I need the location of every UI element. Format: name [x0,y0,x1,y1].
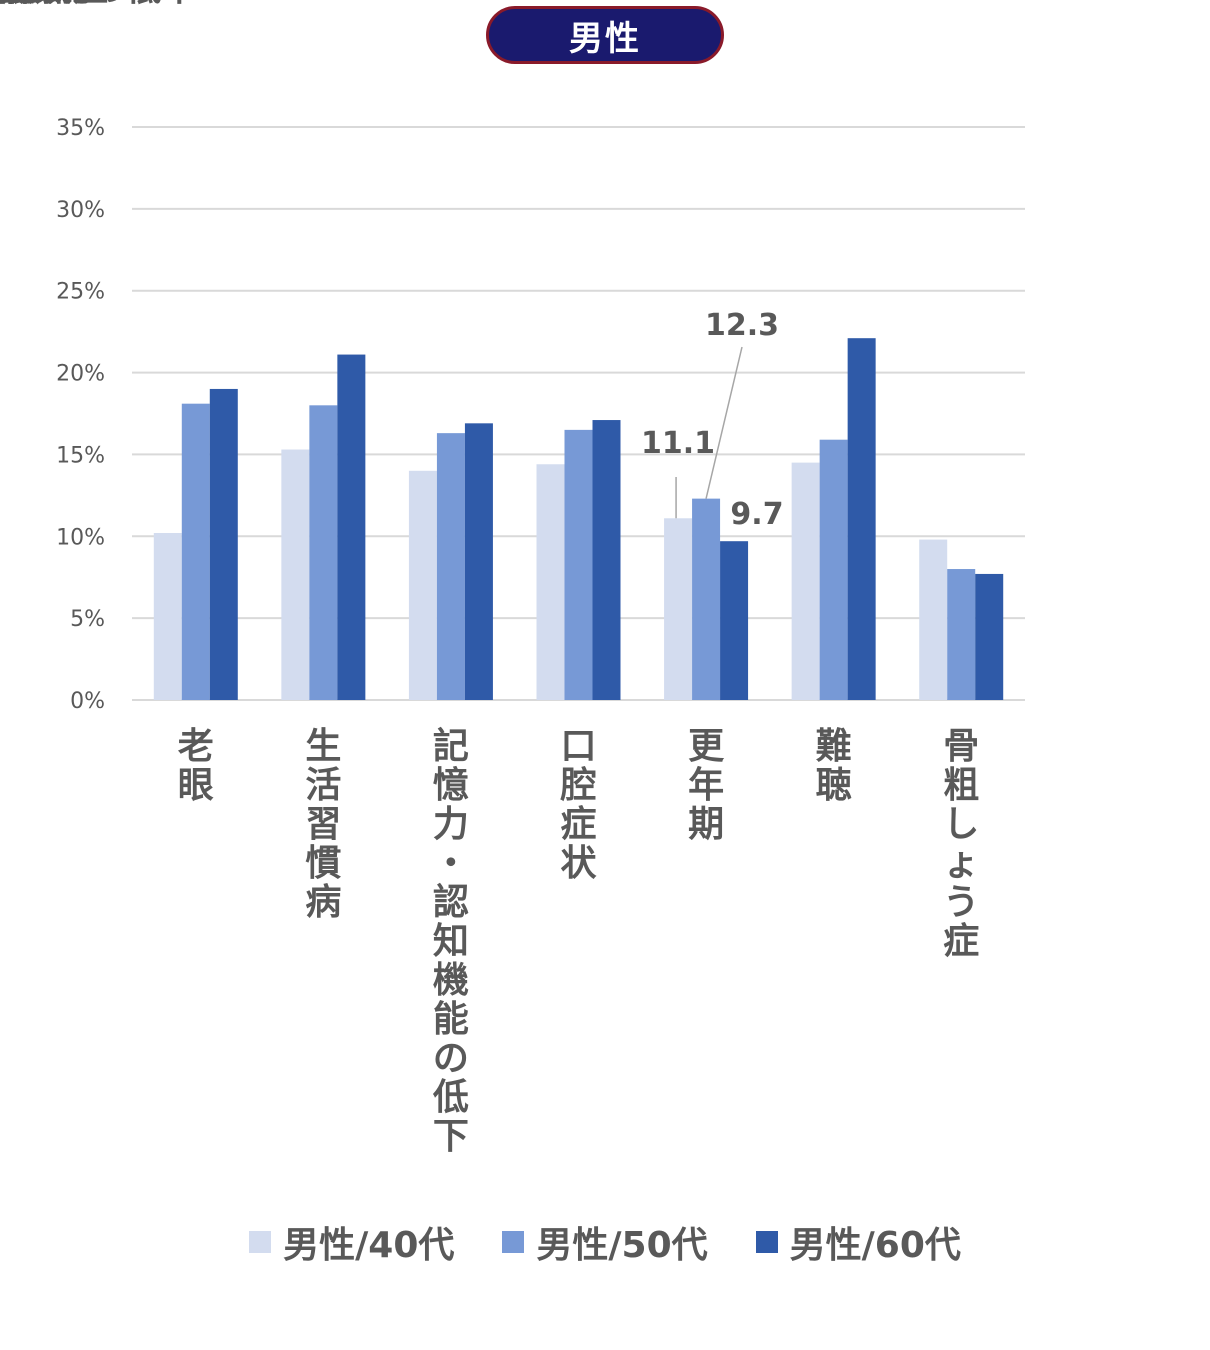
bar [408,470,437,700]
leader-line [705,346,743,499]
y-tick-label: 35% [56,116,105,141]
bar [337,354,366,700]
bar [281,449,310,700]
legend-label: 男性/40代 [283,1225,455,1266]
bar [464,423,493,700]
bar [947,569,976,700]
y-tick-label: 20% [56,362,105,387]
y-tick-label: 30% [56,198,105,223]
y-axis-ticks: 0% 5% 10% 15% 20% 25% 30% 35% [56,116,105,714]
bar [181,403,210,700]
y-tick-label: 5% [70,607,105,632]
bar [536,464,565,700]
bar [720,541,749,700]
data-label: 11.1 [641,426,715,461]
bar [692,498,721,700]
y-tick-label: 0% [70,689,105,714]
bar [309,405,338,700]
bar [592,420,621,700]
bar [919,539,948,700]
legend-swatch [502,1231,525,1253]
bar [664,518,693,700]
bar [564,429,593,700]
bar [975,573,1004,700]
bar [819,439,848,700]
data-labels: 11.1 12.3 9.7 [641,308,784,532]
y-tick-label: 15% [56,443,105,468]
legend-label: 男性/50代 [536,1225,708,1266]
data-label: 9.7 [730,497,783,532]
bar-chart: 0%5%10%15%20%25%30%35% 老眼老眼生活習慣病生活習慣病記憶力… [0,0,1025,1157]
legend-swatch [249,1231,272,1253]
legend-item: 男性/60代 [755,1216,961,1268]
bar [209,388,238,700]
legend-item: 男性/40代 [249,1216,454,1268]
bars [153,338,1004,700]
bar [153,533,182,700]
legend-item: 男性/50代 [502,1216,708,1268]
bar [436,433,465,700]
legend-swatch [755,1231,778,1253]
bar [791,462,820,700]
y-tick-label: 10% [56,525,105,550]
chart-title: 男性 [486,6,724,64]
bar [847,338,876,700]
legend: 男性/40代 男性/50代 男性/60代 [0,1216,1210,1268]
data-label: 12.3 [705,308,779,343]
y-tick-label: 25% [56,280,105,305]
legend-label: 男性/60代 [789,1225,961,1266]
